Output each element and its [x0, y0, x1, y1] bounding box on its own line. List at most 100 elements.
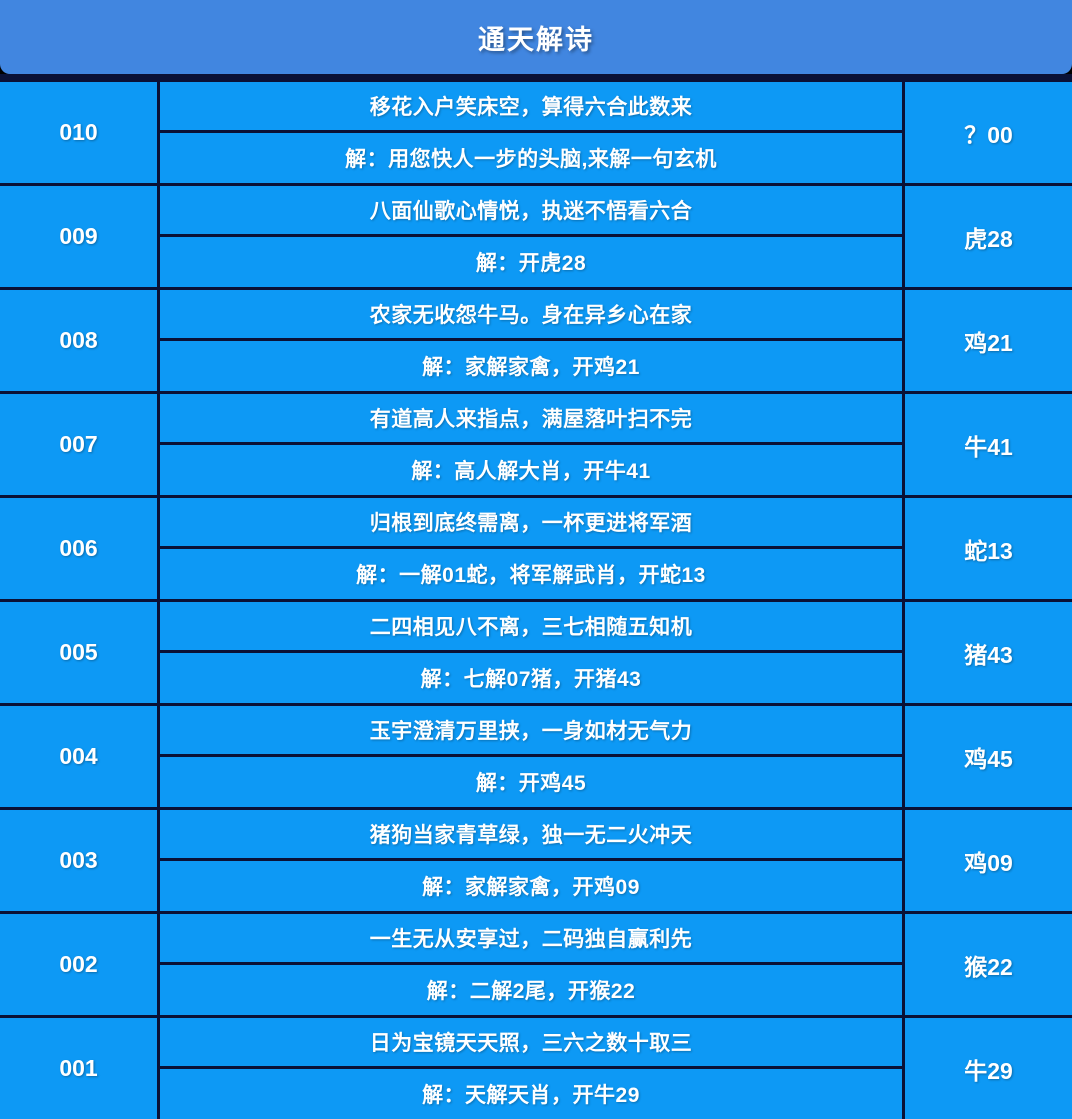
issue-number-cell: 002 [0, 914, 160, 1015]
table-row[interactable]: 008 农家无收怨牛马。身在异乡心在家解：家解家禽，开鸡21 鸡21 [0, 290, 1072, 391]
poem-verse-row: 有道高人来指点，满屋落叶扫不完 [160, 394, 902, 445]
poem-cell: 一生无从安享过，二码独自赢利先解：二解2尾，开猴22 [160, 914, 905, 1015]
result-label: 鸡09 [964, 844, 1013, 878]
poem-verse-row: 猪狗当家青草绿，独一无二火冲天 [160, 810, 902, 861]
table-row[interactable]: 005 二四相见八不离，三七相随五知机解：七解07猪，开猪43 猪43 [0, 602, 1072, 703]
poem-solution-label: 解：一解01蛇，将军解武肖，开蛇13 [356, 559, 706, 589]
poem-solution-label: 解：二解2尾，开猴22 [427, 975, 636, 1005]
issue-number-cell: 009 [0, 186, 160, 287]
table-row[interactable]: 010 移花入户笑床空，算得六合此数来解：用您快人一步的头脑,来解一句玄机 ？00 [0, 82, 1072, 183]
poem-verse-row: 一生无从安享过，二码独自赢利先 [160, 914, 902, 965]
issue-number-label: 002 [59, 951, 97, 978]
result-label: 牛41 [964, 428, 1013, 462]
poem-verse-label: 二四相见八不离，三七相随五知机 [370, 611, 693, 641]
page-title: 通天解诗 [478, 18, 594, 57]
poem-cell: 玉宇澄清万里挟，一身如材无气力解：开鸡45 [160, 706, 905, 807]
result-cell: ？00 [905, 82, 1072, 183]
table-row[interactable]: 004 玉宇澄清万里挟，一身如材无气力解：开鸡45 鸡45 [0, 706, 1072, 807]
poem-verse-label: 猪狗当家青草绿，独一无二火冲天 [370, 819, 693, 849]
issue-number-cell: 007 [0, 394, 160, 495]
poem-verse-label: 八面仙歌心情悦，执迷不悟看六合 [370, 195, 693, 225]
issue-number-cell: 001 [0, 1018, 160, 1119]
page-header-banner: 通天解诗 [0, 0, 1072, 74]
result-label: 牛29 [964, 1052, 1013, 1086]
table-row[interactable]: 006 归根到底终需离，一杯更进将军酒解：一解01蛇，将军解武肖，开蛇13 蛇13 [0, 498, 1072, 599]
poem-solution-label: 解：高人解大肖，开牛41 [411, 455, 650, 485]
poem-solution-label: 解：家解家禽，开鸡09 [422, 871, 640, 901]
poem-verse-label: 归根到底终需离，一杯更进将军酒 [370, 507, 693, 537]
poem-verse-label: 有道高人来指点，满屋落叶扫不完 [370, 403, 693, 433]
poem-solution-row: 解：开虎28 [160, 237, 902, 288]
poem-cell: 农家无收怨牛马。身在异乡心在家解：家解家禽，开鸡21 [160, 290, 905, 391]
issue-number-cell: 005 [0, 602, 160, 703]
issue-number-label: 008 [59, 327, 97, 354]
poem-verse-row: 移花入户笑床空，算得六合此数来 [160, 82, 902, 133]
issue-number-cell: 008 [0, 290, 160, 391]
result-cell: 牛41 [905, 394, 1072, 495]
result-cell: 牛29 [905, 1018, 1072, 1119]
table-row[interactable]: 002 一生无从安享过，二码独自赢利先解：二解2尾，开猴22 猴22 [0, 914, 1072, 1015]
issue-number-label: 003 [59, 847, 97, 874]
result-label: 猴22 [964, 948, 1013, 982]
poem-verse-label: 移花入户笑床空，算得六合此数来 [370, 91, 693, 121]
poem-solution-row: 解：开鸡45 [160, 757, 902, 808]
poem-verse-row: 八面仙歌心情悦，执迷不悟看六合 [160, 186, 902, 237]
poem-solution-row: 解：一解01蛇，将军解武肖，开蛇13 [160, 549, 902, 600]
issue-number-label: 007 [59, 431, 97, 458]
poem-verse-row: 归根到底终需离，一杯更进将军酒 [160, 498, 902, 549]
result-cell: 鸡09 [905, 810, 1072, 911]
poem-solution-label: 解：家解家禽，开鸡21 [422, 351, 640, 381]
poem-solution-label: 解：七解07猪，开猪43 [421, 663, 642, 693]
issue-number-cell: 003 [0, 810, 160, 911]
poem-verse-row: 玉宇澄清万里挟，一身如材无气力 [160, 706, 902, 757]
result-label: 鸡21 [964, 324, 1013, 358]
table-row[interactable]: 009 八面仙歌心情悦，执迷不悟看六合解：开虎28 虎28 [0, 186, 1072, 287]
poem-solution-label: 解：开鸡45 [476, 767, 586, 797]
issue-number-cell: 010 [0, 82, 160, 183]
issue-number-label: 004 [59, 743, 97, 770]
result-cell: 虎28 [905, 186, 1072, 287]
result-label: 虎28 [964, 220, 1013, 254]
poem-verse-label: 一生无从安享过，二码独自赢利先 [370, 923, 693, 953]
table-row[interactable]: 001 日为宝镜天天照，三六之数十取三解：天解天肖，开牛29 牛29 [0, 1018, 1072, 1119]
poem-verse-row: 农家无收怨牛马。身在异乡心在家 [160, 290, 902, 341]
poem-verse-row: 二四相见八不离，三七相随五知机 [160, 602, 902, 653]
issue-number-label: 001 [59, 1055, 97, 1082]
poem-cell: 日为宝镜天天照，三六之数十取三解：天解天肖，开牛29 [160, 1018, 905, 1119]
poem-solution-label: 解：用您快人一步的头脑,来解一句玄机 [345, 143, 717, 173]
result-cell: 鸡45 [905, 706, 1072, 807]
result-cell: 鸡21 [905, 290, 1072, 391]
result-label: 猪43 [964, 636, 1013, 670]
poem-verse-label: 农家无收怨牛马。身在异乡心在家 [370, 299, 693, 329]
poem-verse-label: 玉宇澄清万里挟，一身如材无气力 [370, 715, 693, 745]
poem-verse-row: 日为宝镜天天照，三六之数十取三 [160, 1018, 902, 1069]
poem-verse-label: 日为宝镜天天照，三六之数十取三 [370, 1027, 693, 1057]
issue-number-label: 005 [59, 639, 97, 666]
poem-cell: 有道高人来指点，满屋落叶扫不完解：高人解大肖，开牛41 [160, 394, 905, 495]
table-row[interactable]: 003 猪狗当家青草绿，独一无二火冲天解：家解家禽，开鸡09 鸡09 [0, 810, 1072, 911]
poem-cell: 猪狗当家青草绿，独一无二火冲天解：家解家禽，开鸡09 [160, 810, 905, 911]
poem-solution-row: 解：七解07猪，开猪43 [160, 653, 902, 704]
issue-number-label: 009 [59, 223, 97, 250]
poem-solution-row: 解：家解家禽，开鸡21 [160, 341, 902, 392]
result-label: ？00 [964, 116, 1013, 150]
poem-cell: 八面仙歌心情悦，执迷不悟看六合解：开虎28 [160, 186, 905, 287]
poem-solution-row: 解：天解天肖，开牛29 [160, 1069, 902, 1119]
poem-solution-row: 解：高人解大肖，开牛41 [160, 445, 902, 496]
result-cell: 猴22 [905, 914, 1072, 1015]
result-label: 蛇13 [964, 532, 1013, 566]
poem-solution-row: 解：用您快人一步的头脑,来解一句玄机 [160, 133, 902, 184]
result-cell: 蛇13 [905, 498, 1072, 599]
result-label: 鸡45 [964, 740, 1013, 774]
result-cell: 猪43 [905, 602, 1072, 703]
issue-number-label: 010 [59, 119, 97, 146]
poem-cell: 二四相见八不离，三七相随五知机解：七解07猪，开猪43 [160, 602, 905, 703]
poem-solution-label: 解：天解天肖，开牛29 [422, 1079, 640, 1109]
issue-number-cell: 006 [0, 498, 160, 599]
poem-solution-row: 解：家解家禽，开鸡09 [160, 861, 902, 912]
poem-solution-label: 解：开虎28 [476, 247, 586, 277]
table-row[interactable]: 007 有道高人来指点，满屋落叶扫不完解：高人解大肖，开牛41 牛41 [0, 394, 1072, 495]
issue-number-label: 006 [59, 535, 97, 562]
poem-cell: 归根到底终需离，一杯更进将军酒解：一解01蛇，将军解武肖，开蛇13 [160, 498, 905, 599]
